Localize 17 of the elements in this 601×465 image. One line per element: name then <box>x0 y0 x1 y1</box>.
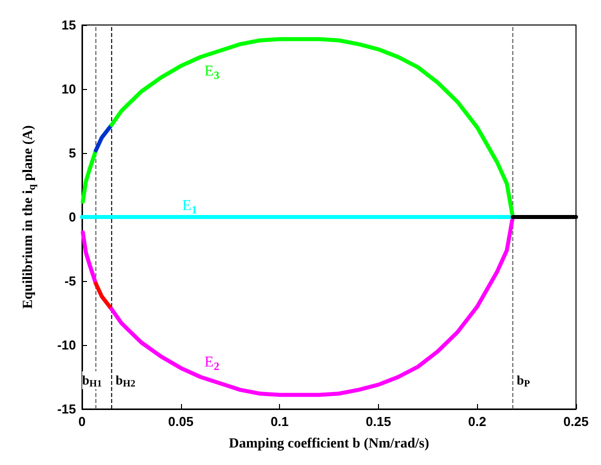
y-tick-label: 10 <box>62 82 76 96</box>
x-tick-label: 0.05 <box>168 414 194 429</box>
line-series <box>80 230 98 286</box>
x-tick-label: 0 <box>78 414 86 429</box>
y-tick-label: 5 <box>68 146 76 160</box>
x-axis-title: Damping coefficient b (Nm/rad/s) <box>228 436 430 452</box>
line-series <box>80 148 98 204</box>
y-tick-label: 15 <box>62 18 76 32</box>
y-tick-label: -10 <box>57 338 76 352</box>
y-tick-label: -15 <box>57 402 76 416</box>
x-tick-label: 0.15 <box>366 414 392 429</box>
x-tick-label: 0.25 <box>563 414 589 429</box>
y-tick-label: 0 <box>68 210 76 224</box>
x-tick-label: 0.2 <box>468 414 486 429</box>
y-axis-title: Equilibrium in the iq plane (A) <box>20 124 38 309</box>
y-tick-label: -5 <box>64 274 76 288</box>
x-tick-label: 0.1 <box>270 414 289 429</box>
